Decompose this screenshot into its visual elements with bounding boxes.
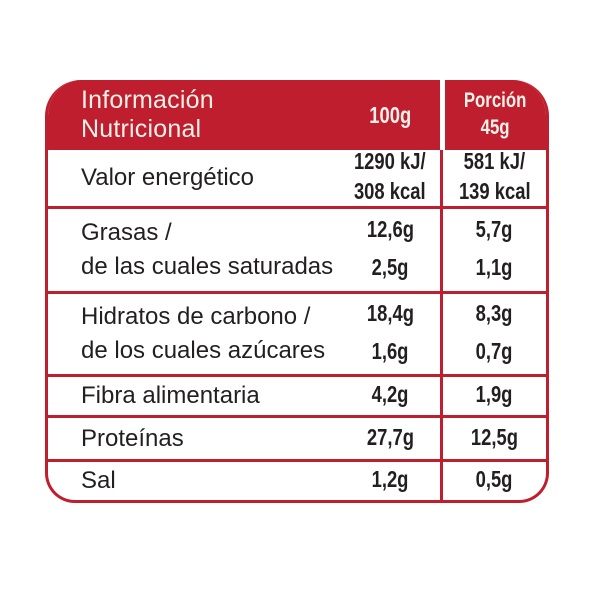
value-per-100g: 1290 kJ/ 308 kcal — [354, 148, 426, 204]
portion-label: Porción — [464, 89, 527, 112]
nutrient-label: Proteínas — [81, 424, 184, 452]
nutrient-label: Grasas / de las cuales saturadas — [81, 219, 334, 280]
value-per-100g: 12,6g 2,5g — [366, 216, 414, 280]
nutrient-label: Sal — [81, 467, 116, 494]
value-per-portion: 1,9g — [440, 377, 546, 415]
portion-amount: 45g — [481, 116, 510, 139]
row-valor-energetico: Valor energético 1290 kJ/ 308 kcal 581 k… — [48, 148, 546, 209]
value-per-portion: 581 kJ/ 139 kcal — [440, 148, 546, 206]
value-per-portion: 12,5g — [440, 418, 546, 459]
value-per-portion: 0,5g — [440, 462, 546, 500]
nutrient-label: Hidratos de carbono / de los cuales azúc… — [81, 303, 326, 364]
nutrient-label: Fibra alimentaria — [81, 382, 260, 409]
column-header-portion: Porción 45g — [440, 80, 546, 150]
column-header-100g: 100g — [340, 80, 440, 150]
row-grasas: Grasas / de las cuales saturadas 12,6g 2… — [48, 209, 546, 294]
value-per-100g: 27,7g — [366, 423, 414, 450]
value-per-100g: 18,4g 1,6g — [366, 300, 414, 364]
row-fibra-alimentaria: Fibra alimentaria 4,2g 1,9g — [48, 377, 546, 418]
value-per-portion: 8,3g 0,7g — [440, 294, 546, 374]
row-proteinas: Proteínas 27,7g 12,5g — [48, 418, 546, 462]
value-per-100g: 1,2g — [371, 466, 409, 492]
value-per-portion: 5,7g 1,1g — [440, 209, 546, 291]
header-bar: Información Nutricional 100g Porción 45g — [48, 80, 546, 150]
label-title: Información Nutricional — [81, 86, 214, 143]
row-hidratos-de-carbono: Hidratos de carbono / de los cuales azúc… — [48, 294, 546, 377]
value-per-100g: 4,2g — [371, 381, 409, 407]
nutrition-label-card: Información Nutricional 100g Porción 45g… — [45, 80, 549, 503]
row-sal: Sal 1,2g 0,5g — [48, 462, 546, 500]
nutrient-label: Valor energético — [81, 164, 254, 191]
column-header-100g-text: 100g — [369, 101, 411, 128]
